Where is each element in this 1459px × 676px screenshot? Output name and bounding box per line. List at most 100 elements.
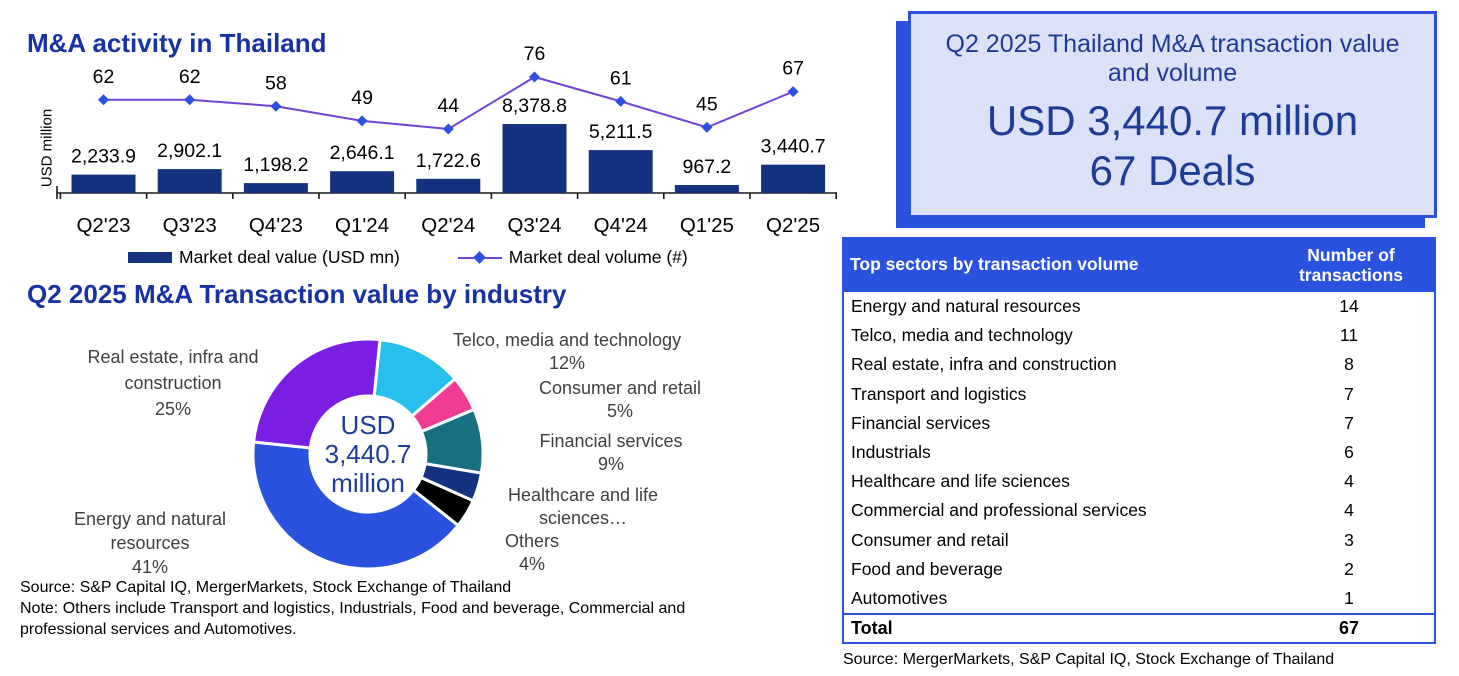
sector-name-cell: Consumer and retail [851, 529, 1009, 550]
table-body: Energy and natural resources 14 Telco, med… [842, 292, 1436, 614]
sector-name-cell: Transport and logistics [851, 383, 1027, 404]
transaction-count-cell: 4 [1344, 500, 1354, 521]
category-label: Q3'23 [163, 214, 217, 237]
transaction-count-cell: 3 [1344, 529, 1354, 550]
donut-label-real-estate: Real estate, infra and construction 25% [87, 347, 259, 419]
transaction-count-cell: 8 [1344, 354, 1354, 375]
table-row: Automotives 1 [844, 584, 1434, 613]
deal-value-label: 3,440.7 [761, 136, 826, 158]
deal-value-bar-Q4'24 [588, 150, 653, 193]
deal-volume-marker [787, 86, 799, 98]
legend-item-deal-volume: Market deal volume (#) [457, 247, 688, 268]
deal-value-bar-Q3'23 [157, 169, 222, 193]
sector-name-cell: Commercial and professional services [851, 500, 1147, 521]
donut-chart-title: Q2 2025 M&A Transaction value by industr… [27, 279, 567, 309]
deal-value-label: 967.2 [682, 156, 731, 178]
donut-slice-real-estate-infra-and-construction [251, 337, 382, 450]
category-label: Q2'23 [76, 214, 130, 237]
kpi-title: Q2 2025 Thailand M&A transaction value a… [945, 30, 1400, 87]
deal-value-label: 1,722.6 [416, 150, 481, 172]
line-diamond-swatch-icon [457, 251, 502, 264]
deal-value-bar-Q2'25 [761, 164, 826, 193]
donut-label-healthcare: Healthcare and life sciences… [507, 485, 659, 528]
deal-value-label: 5,211.5 [589, 121, 653, 143]
deal-volume-label: 67 [782, 58, 804, 80]
deal-volume-label: 76 [524, 43, 546, 65]
industry-donut-chart [248, 334, 488, 574]
table-row: Food and beverage 2 [844, 555, 1434, 584]
sector-name-cell: Telco, media and technology [851, 325, 1073, 346]
table-header-count: Number of transactions [1298, 244, 1404, 285]
category-label: Q2'24 [421, 214, 475, 237]
table-header-row: Top sectors by transaction volume Number… [842, 237, 1436, 292]
table-total-label: Total [851, 618, 893, 639]
category-label: Q3'24 [507, 214, 561, 237]
deal-volume-marker [98, 94, 109, 106]
deal-value-label: 2,902.1 [157, 140, 222, 162]
legend-label-deal-volume: Market deal volume (#) [508, 247, 688, 267]
table-row: Energy and natural resources 14 [844, 292, 1434, 321]
sector-name-cell: Financial services [851, 412, 991, 433]
transaction-count-cell: 6 [1344, 442, 1354, 463]
deal-value-bar-Q1'25 [674, 185, 739, 193]
deal-volume-marker [184, 94, 196, 106]
donut-footnote: Source: S&P Capital IQ, MergerMarkets, S… [20, 577, 712, 640]
category-label: Q4'23 [249, 214, 303, 237]
mna-activity-combo-chart: 2,233.9 Q2'23 2,902.1 Q3'23 1,198.2 Q4'23 2,64… [20, 35, 860, 247]
kpi-transaction-value: USD 3,440.7 million [986, 97, 1359, 144]
table-row: Commercial and professional services 4 [844, 496, 1434, 525]
deal-value-bar-Q2'24 [416, 178, 481, 193]
legend-item-deal-value: Market deal value (USD mn) [128, 247, 400, 268]
category-label: Q1'25 [680, 214, 734, 237]
deal-value-bar-Q4'23 [243, 183, 308, 193]
deal-volume-marker [529, 71, 540, 83]
table-row: Transport and logistics 7 [844, 380, 1434, 409]
kpi-summary-box: Q2 2025 Thailand M&A transaction value a… [908, 11, 1437, 218]
table-row: Real estate, infra and construction 8 [844, 350, 1434, 379]
deal-volume-marker [356, 115, 368, 127]
donut-label-consumer: Consumer and retail 5% [538, 378, 702, 421]
deal-volume-label: 58 [265, 72, 287, 94]
deal-volume-marker [615, 95, 627, 107]
transaction-count-cell: 7 [1344, 412, 1354, 433]
deal-volume-label: 45 [696, 93, 718, 115]
donut-label-financial: Financial services 9% [539, 431, 683, 474]
transaction-count-cell: 11 [1339, 325, 1359, 346]
table-row: Industrials 6 [844, 438, 1434, 467]
sector-name-cell: Automotives [851, 587, 948, 608]
deal-volume-label: 61 [610, 67, 632, 89]
deal-value-label: 2,233.9 [71, 146, 136, 168]
table-total-value: 67 [1338, 618, 1360, 639]
deal-volume-marker [701, 121, 713, 133]
transaction-count-cell: 4 [1344, 471, 1354, 492]
transaction-count-cell: 7 [1344, 383, 1354, 404]
donut-label-others: Others 4% [504, 531, 560, 574]
sector-name-cell: Food and beverage [851, 558, 1003, 579]
donut-label-telco: Telco, media and technology 12% [452, 330, 682, 373]
combo-chart-legend: Market deal value (USD mn) Market deal v… [128, 247, 688, 268]
donut-note: Note: Others include Transport and logis… [20, 600, 686, 638]
category-label: Q1'24 [335, 214, 389, 237]
transaction-count-cell: 2 [1344, 558, 1354, 579]
sector-name-cell: Healthcare and life sciences [851, 471, 1070, 492]
donut-slice-energy-and-natural-resources [251, 440, 461, 571]
deal-volume-label: 49 [351, 87, 373, 109]
deal-volume-label: 62 [93, 66, 115, 88]
transaction-count-cell: 14 [1339, 296, 1359, 317]
table-row: Telco, media and technology 11 [844, 321, 1434, 350]
sector-name-cell: Industrials [851, 442, 931, 463]
donut-label-energy: Energy and natural resources 41% [73, 509, 227, 577]
category-label: Q4'24 [594, 214, 648, 237]
deal-value-bar-Q2'23 [71, 174, 136, 193]
donut-source: Source: S&P Capital IQ, MergerMarkets, S… [20, 579, 512, 596]
combo-chart-y-axis-label: USD million [38, 108, 56, 188]
combo-chart-title: M&A activity in Thailand [27, 28, 327, 58]
table-header-sectors: Top sectors by transaction volume [850, 254, 1139, 274]
deal-value-label: 8,378.8 [502, 95, 567, 117]
deal-volume-label: 62 [179, 66, 201, 88]
deal-volume-label: 44 [437, 95, 459, 117]
table-total-row: Total 67 [842, 613, 1436, 645]
legend-label-deal-value: Market deal value (USD mn) [179, 247, 400, 267]
table-row: Healthcare and life sciences 4 [844, 467, 1434, 496]
